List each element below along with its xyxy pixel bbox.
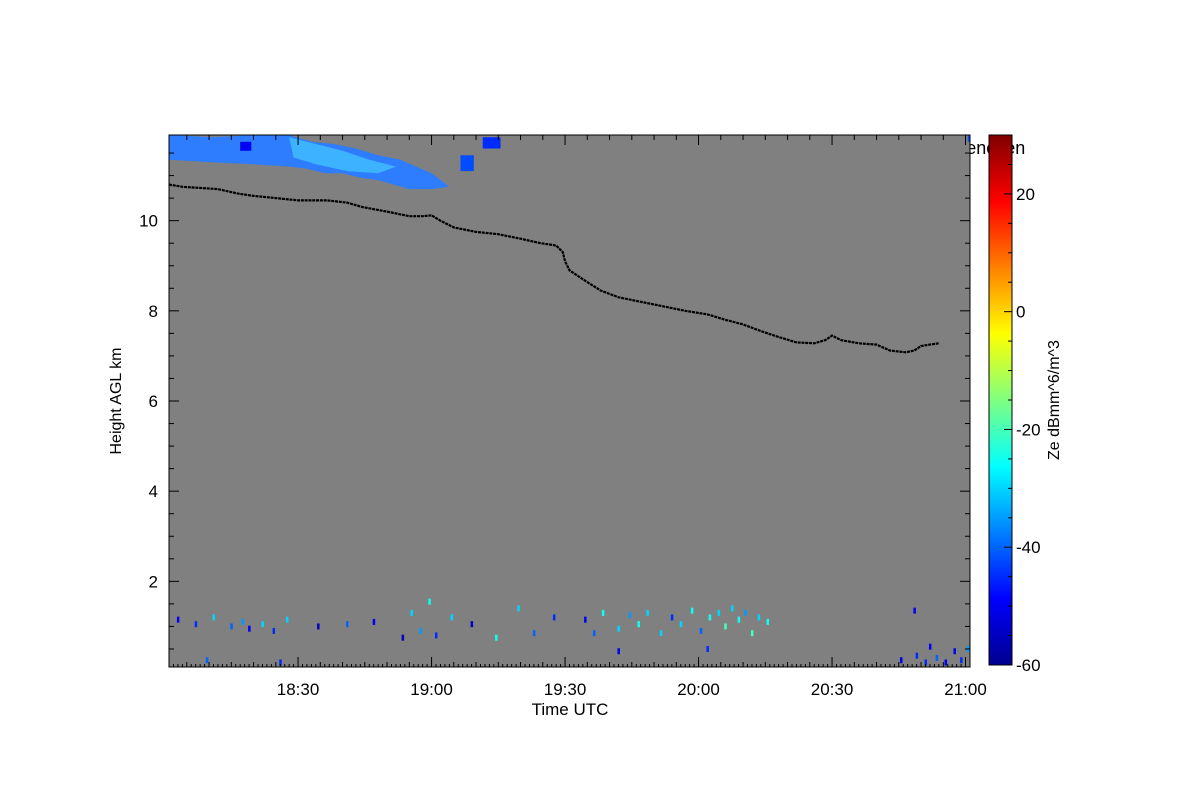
low-echo xyxy=(517,605,520,612)
low-echo xyxy=(317,623,320,630)
low-echo xyxy=(401,634,405,641)
low-echo xyxy=(659,630,663,637)
low-echo xyxy=(552,614,556,621)
low-echo xyxy=(617,625,620,632)
low-echo xyxy=(960,657,963,664)
low-echo xyxy=(924,659,927,666)
colorbar-axis: -60 -40 -20 0 20 xyxy=(1004,134,1041,675)
low-echo xyxy=(450,614,454,621)
low-echo xyxy=(690,607,694,614)
y-tick-label: 4 xyxy=(149,482,158,501)
low-echo xyxy=(230,623,233,630)
low-echo xyxy=(646,609,649,616)
low-echo xyxy=(699,627,703,634)
low-echo xyxy=(717,609,721,616)
low-echo xyxy=(279,659,282,666)
y-axis: 2 4 6 8 10 xyxy=(139,152,970,650)
low-echo xyxy=(205,657,209,664)
low-echo xyxy=(679,621,683,628)
cloud-patch xyxy=(460,155,474,172)
low-echo xyxy=(212,614,215,621)
upper-cloud-core xyxy=(289,137,396,174)
low-echo xyxy=(428,598,431,605)
data-layer xyxy=(169,135,970,666)
colorbar-tick-label: -20 xyxy=(1016,420,1041,439)
low-echo xyxy=(637,621,640,628)
low-echo xyxy=(372,618,376,625)
low-echo xyxy=(261,621,264,628)
plot-background xyxy=(169,135,970,667)
colorbar-tick-label: -40 xyxy=(1016,538,1041,557)
x-tick-label: 19:00 xyxy=(410,680,453,699)
x-tick-label: 18:30 xyxy=(277,680,320,699)
y-tick-label: 6 xyxy=(149,392,158,411)
cloud-patch xyxy=(240,141,252,151)
y-tick-label: 2 xyxy=(149,572,158,591)
low-echo xyxy=(913,607,916,614)
y-axis-label: Height AGL km xyxy=(108,347,125,454)
y-tick-label: 10 xyxy=(139,212,158,231)
colorbar-tick-label: 0 xyxy=(1016,303,1025,322)
low-echo xyxy=(285,616,289,623)
low-echo xyxy=(470,621,474,628)
low-echo xyxy=(495,634,498,641)
low-echo xyxy=(730,605,734,612)
low-echo xyxy=(744,609,747,616)
low-echo xyxy=(757,614,761,621)
low-echo xyxy=(248,625,251,632)
low-echo xyxy=(194,621,198,628)
y-tick-label: 8 xyxy=(149,302,158,321)
low-echo xyxy=(944,659,948,666)
low-echo xyxy=(708,614,712,621)
cloud-patch xyxy=(967,135,970,142)
low-echo xyxy=(900,657,903,664)
low-echo xyxy=(750,630,754,637)
low-echo xyxy=(935,654,939,661)
low-echo xyxy=(724,623,727,630)
low-echo xyxy=(628,612,632,619)
x-tick-label: 19:30 xyxy=(544,680,587,699)
low-echo xyxy=(532,630,536,637)
low-echo xyxy=(928,643,932,650)
low-echo xyxy=(953,648,956,655)
low-echo xyxy=(410,609,414,616)
low-echo xyxy=(584,616,587,623)
x-tick-label: 20:30 xyxy=(811,680,854,699)
low-echo xyxy=(706,645,709,652)
low-echo xyxy=(601,609,605,616)
x-tick-label: 21:00 xyxy=(944,680,987,699)
low-echo xyxy=(592,630,596,637)
colorbar-tick-label: -60 xyxy=(1016,656,1041,675)
cloud-base-line xyxy=(169,183,940,354)
low-echo xyxy=(176,616,180,623)
low-echo xyxy=(346,621,349,628)
low-echo xyxy=(915,652,919,659)
low-echo xyxy=(737,616,741,623)
low-echo xyxy=(617,648,620,655)
colorbar-tick-label: 20 xyxy=(1016,185,1035,204)
low-echo xyxy=(670,614,674,621)
low-echo xyxy=(241,618,244,625)
x-axis-label: Time UTC xyxy=(532,700,609,719)
low-echo xyxy=(419,627,422,634)
x-tick-label: 20:00 xyxy=(677,680,720,699)
low-echo xyxy=(435,632,438,639)
cloud-patch xyxy=(482,137,501,149)
low-echo xyxy=(272,627,276,634)
x-axis: 18:30 19:00 19:30 20:00 20:30 21:00 xyxy=(172,135,987,699)
colorbar-label: Ze dBmm^6/m^3 xyxy=(1046,340,1063,460)
low-echo xyxy=(766,618,770,625)
